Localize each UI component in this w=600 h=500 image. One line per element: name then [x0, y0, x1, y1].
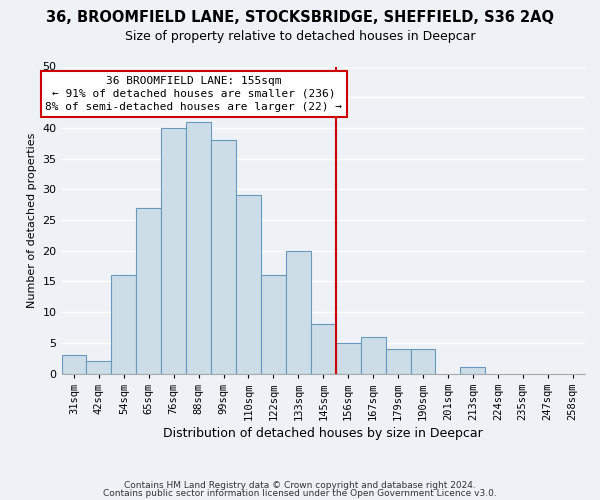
- Bar: [211, 140, 236, 374]
- Bar: [186, 122, 211, 374]
- Bar: [386, 349, 410, 374]
- Text: Contains public sector information licensed under the Open Government Licence v3: Contains public sector information licen…: [103, 488, 497, 498]
- Text: 36, BROOMFIELD LANE, STOCKSBRIDGE, SHEFFIELD, S36 2AQ: 36, BROOMFIELD LANE, STOCKSBRIDGE, SHEFF…: [46, 10, 554, 25]
- Y-axis label: Number of detached properties: Number of detached properties: [27, 132, 37, 308]
- Bar: [361, 336, 386, 374]
- Bar: [136, 208, 161, 374]
- Text: Contains HM Land Registry data © Crown copyright and database right 2024.: Contains HM Land Registry data © Crown c…: [124, 481, 476, 490]
- Bar: [286, 250, 311, 374]
- Bar: [112, 276, 136, 374]
- Text: 36 BROOMFIELD LANE: 155sqm
← 91% of detached houses are smaller (236)
8% of semi: 36 BROOMFIELD LANE: 155sqm ← 91% of deta…: [45, 76, 342, 112]
- Bar: [86, 361, 112, 374]
- Bar: [62, 355, 86, 374]
- Bar: [261, 276, 286, 374]
- Bar: [460, 368, 485, 374]
- X-axis label: Distribution of detached houses by size in Deepcar: Distribution of detached houses by size …: [163, 427, 483, 440]
- Bar: [311, 324, 336, 374]
- Bar: [236, 196, 261, 374]
- Text: Size of property relative to detached houses in Deepcar: Size of property relative to detached ho…: [125, 30, 475, 43]
- Bar: [161, 128, 186, 374]
- Bar: [410, 349, 436, 374]
- Bar: [336, 343, 361, 374]
